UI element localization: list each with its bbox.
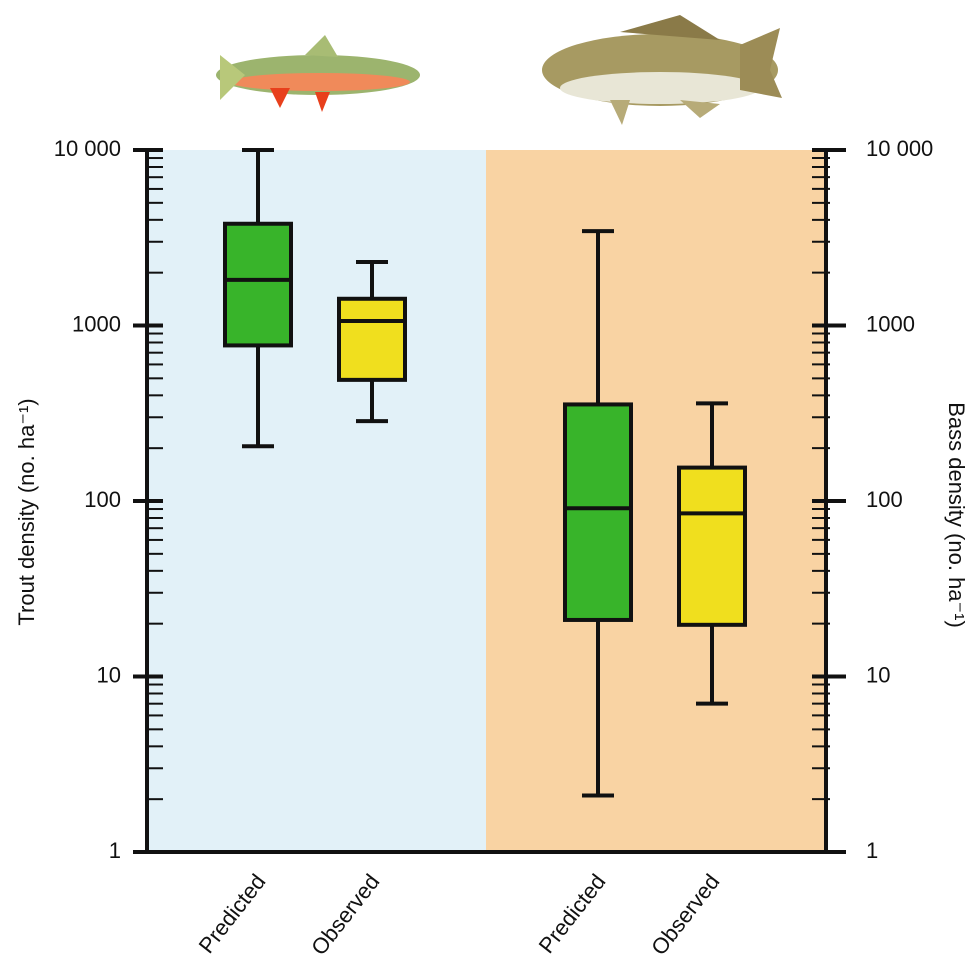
x-tick-label: Predicted (534, 869, 611, 958)
y2-tick-label: 1000 (866, 311, 915, 336)
box (339, 299, 405, 380)
box (225, 224, 291, 346)
box (679, 468, 745, 625)
y-tick-label: 10 000 (54, 136, 121, 161)
bass-illustration (542, 15, 782, 125)
x-tick-label: Predicted (194, 869, 271, 958)
y-axis-title: Trout density (no. ha⁻¹) (14, 398, 39, 625)
y-tick-label: 10 (97, 662, 121, 687)
y2-tick-label: 100 (866, 487, 903, 512)
chart: Trout density (no. ha⁻¹) Bass density (n… (0, 0, 974, 965)
y-tick-label: 100 (84, 487, 121, 512)
trout-illustration (216, 35, 420, 112)
panel-background (486, 150, 826, 852)
y-tick-label: 1 (109, 838, 121, 863)
y2-tick-label: 10 000 (866, 136, 933, 161)
x-tick-label: Observed (646, 869, 724, 960)
y2-tick-label: 1 (866, 838, 878, 863)
y2-tick-label: 10 (866, 662, 890, 687)
y2-axis-title: Bass density (no. ha⁻¹) (944, 402, 969, 628)
box (565, 404, 631, 620)
y-tick-label: 1000 (72, 311, 121, 336)
panel-background (147, 150, 486, 852)
x-tick-label: Observed (306, 869, 384, 960)
